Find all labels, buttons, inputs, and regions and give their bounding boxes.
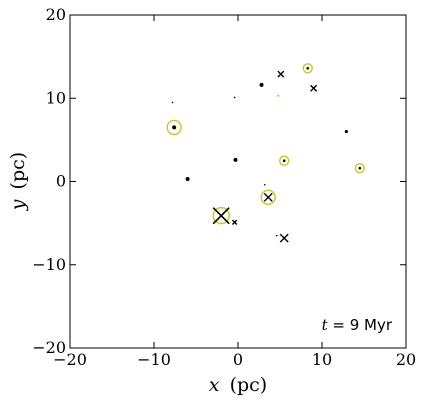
x-tick-label: −10 [137,350,171,369]
dot-point [259,82,264,87]
x-tick-label: −20 [53,350,87,369]
dot-point [275,234,278,237]
dot-point [264,184,266,186]
ring-point [260,189,276,206]
ring-point [302,63,313,74]
ring-point [212,206,230,225]
dot-point [185,177,190,182]
ring-point [166,119,182,136]
x-tick-label: 0 [233,350,243,369]
ring-point [354,162,365,174]
x-tick-label: 20 [396,350,416,369]
dot-point [306,66,310,70]
cross-point [277,70,285,78]
time-annotation: t = 9 Myr [322,316,393,334]
data-points [166,63,365,243]
x-axis-title: x (pc) [209,374,267,396]
y-tick-label: 0 [56,172,66,191]
dot-point [282,159,286,162]
dot-point [344,129,348,134]
x-tick-label: 10 [312,350,332,369]
dot-point [172,125,177,130]
dot-point [233,157,238,162]
cross-point [263,192,273,202]
cross-point [310,84,318,92]
y-tick-label: −10 [32,255,66,274]
y-tick-label: 20 [46,5,66,24]
axis-tick-labels: −20 −10 0 10 20 −20 −10 0 10 20 [32,5,416,369]
cross-point [279,233,289,243]
dot-point [233,96,236,99]
dot-point [171,101,174,104]
cross-point [231,219,238,225]
dot-point [358,166,362,170]
y-axis-title: y (pc) [7,152,29,211]
ring-point [279,155,290,166]
plot-frame [69,14,407,349]
y-tick-label: 10 [46,88,66,107]
dot-point [277,94,280,97]
y-tick-label: −20 [32,338,66,357]
axis-ticks [69,14,407,349]
dot-point [220,214,223,217]
